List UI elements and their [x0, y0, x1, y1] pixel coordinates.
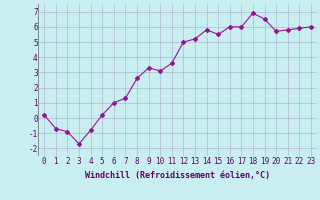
X-axis label: Windchill (Refroidissement éolien,°C): Windchill (Refroidissement éolien,°C): [85, 171, 270, 180]
